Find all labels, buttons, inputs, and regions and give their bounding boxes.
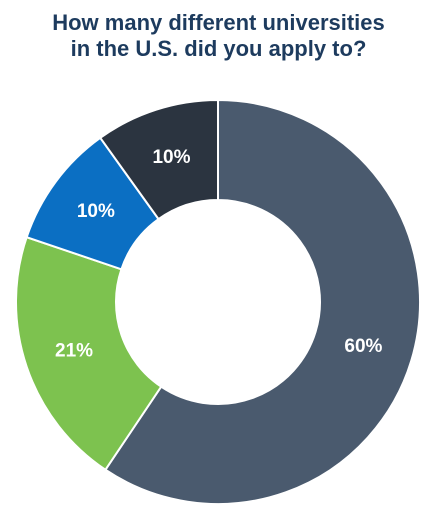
donut-slice-4 xyxy=(98,98,219,221)
donut-slice-2 xyxy=(15,235,163,472)
slice-label-3: 10% xyxy=(77,201,115,222)
chart-title-line-2: in the U.S. did you apply to? xyxy=(70,36,367,61)
slice-label-2: 21% xyxy=(55,340,93,361)
donut-slice-1 xyxy=(104,98,421,505)
chart-title-line-1: How many different universities xyxy=(52,10,385,35)
slice-label-4: 10% xyxy=(152,147,190,168)
chart-title: How many different universities in the U… xyxy=(0,10,437,62)
slice-label-1: 60% xyxy=(344,336,382,357)
